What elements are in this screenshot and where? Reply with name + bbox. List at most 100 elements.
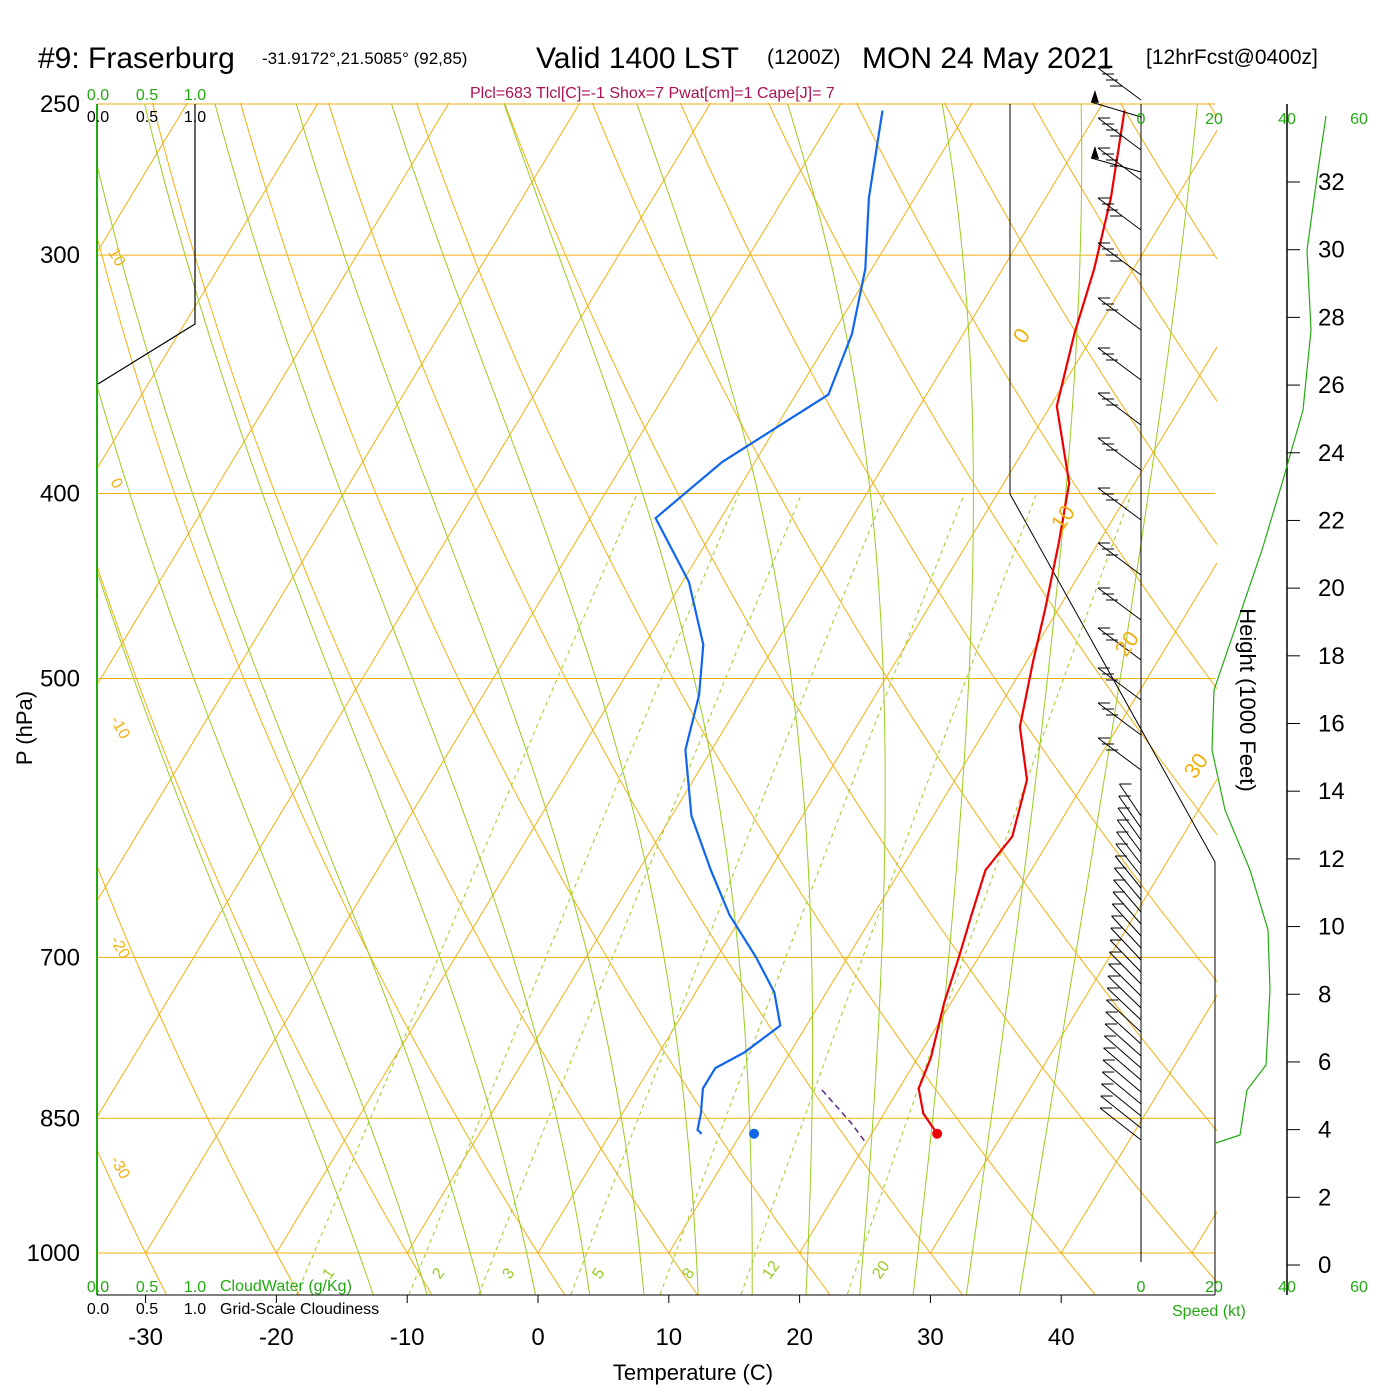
pressure-tick-label: 850 — [40, 1105, 80, 1132]
wind-barb — [1116, 819, 1142, 853]
pressure-tick-label: 400 — [40, 481, 80, 508]
cloudiness-line — [97, 104, 196, 385]
moist-adiabat-line — [787, 103, 886, 1295]
wind-barb — [1097, 487, 1142, 521]
isotherm-line — [0, 0, 385, 1253]
temperature-tick-label: 10 — [655, 1324, 682, 1351]
isotherm-line — [799, 562, 1217, 1254]
isotherm-line — [97, 103, 319, 470]
height-tick-label: 14 — [1318, 778, 1345, 805]
wind-barb — [1097, 702, 1142, 736]
wind-barb — [1106, 999, 1142, 1033]
wind-barb — [1107, 975, 1142, 1009]
wind-barb — [1101, 1083, 1142, 1117]
isotherm-label: 0 — [1008, 323, 1036, 347]
wind-barb — [1111, 903, 1142, 937]
height-tick-label: 8 — [1318, 981, 1331, 1008]
wind-barb — [1100, 1095, 1142, 1129]
dry-adiabat-line — [679, 103, 1217, 983]
cloudiness-tick-top: 0.5 — [136, 109, 158, 126]
wind-barb — [1116, 831, 1142, 865]
speed-tick-label-bottom: 60 — [1350, 1279, 1368, 1296]
wind-barb — [1097, 297, 1142, 331]
temperature-tick-label: -20 — [259, 1324, 294, 1351]
isotherm-label: 30 — [1179, 748, 1214, 782]
dry-adiabat-line — [239, 103, 831, 1295]
speed-tick-label-top: 40 — [1278, 111, 1296, 128]
pressure-tick-label: 500 — [40, 666, 80, 693]
temperature-profile-line — [917, 110, 1126, 1135]
cloudiness-tick-bottom: 0.0 — [87, 1301, 109, 1318]
isotherm-line — [0, 0, 515, 1253]
y-axis-label: P (hPa) — [12, 691, 37, 765]
moist-adiabat-line — [912, 103, 974, 1295]
wind-barb — [1097, 117, 1142, 151]
speed-tick-label-top: 0 — [1137, 111, 1146, 128]
pressure-tick-label: 300 — [40, 242, 80, 269]
mixing-ratio-line — [570, 493, 885, 1295]
dry-adiabat-line — [151, 103, 699, 1295]
cloudwater-tick-top: 1.0 — [184, 87, 206, 104]
wind-barb — [1090, 101, 1142, 118]
wind-barb-pennant — [1091, 146, 1099, 159]
dry-adiabat-line — [97, 564, 433, 1295]
dry-adiabat-line — [1207, 103, 1217, 118]
mixing-ratio-label: 3 — [499, 1265, 518, 1282]
isotherm-label: 20 — [1110, 626, 1145, 660]
wind-barb — [1115, 843, 1142, 877]
wind-barb — [1097, 667, 1142, 701]
mixing-ratio-line — [295, 493, 638, 1295]
moist-adiabat-line — [1018, 103, 1198, 1295]
dry-adiabat-line — [503, 103, 1217, 1283]
temperature-tick-label: 0 — [531, 1324, 544, 1351]
plot-boundary — [1009, 104, 1216, 1295]
isotherm-line — [1191, 1210, 1217, 1254]
wind-barb — [1097, 147, 1142, 181]
height-tick-label: 22 — [1318, 507, 1345, 534]
sounding-params: Plcl=683 Tlcl[C]=-1 Shox=7 Pwat[cm]=1 Ca… — [470, 85, 835, 102]
temperature-tick-label: 20 — [786, 1324, 813, 1351]
moist-adiabat-line — [97, 569, 374, 1295]
thermo-grid — [0, 0, 1217, 1295]
dewpoint-surface-marker — [749, 1128, 760, 1139]
cloudwater-tick-bottom: 0.5 — [136, 1279, 158, 1296]
isotherm-line — [97, 103, 712, 1119]
pressure-tick-label: 1000 — [27, 1240, 80, 1267]
wind-barb — [1119, 783, 1142, 817]
valid-time: Valid 1400 LST — [536, 42, 739, 75]
cloudwater-tick-bottom: 0.0 — [87, 1279, 109, 1296]
height-tick-label: 18 — [1318, 643, 1345, 670]
isotherm-label: -30 — [107, 1154, 133, 1183]
wind-barb — [1108, 963, 1142, 997]
height-tick-label: 20 — [1318, 575, 1345, 602]
speed-axis-label: Speed (kt) — [1172, 1303, 1246, 1320]
wind-barbs — [1090, 67, 1327, 1144]
x-axis-label: Temperature (C) — [613, 1360, 773, 1385]
height-tick-label: 4 — [1318, 1117, 1331, 1144]
isotherm-line — [668, 345, 1217, 1254]
wind-barb — [1102, 1059, 1142, 1093]
temperature-tick-label: 40 — [1048, 1324, 1075, 1351]
parcel-path — [821, 1089, 867, 1144]
cloudwater-tick-top: 0.0 — [87, 87, 109, 104]
height-axis-label: Height (1000 Feet) — [1235, 608, 1260, 791]
dry-adiabat-line — [97, 864, 300, 1295]
height-tick-label: 0 — [1318, 1252, 1331, 1279]
wind-barb — [1117, 807, 1142, 841]
pressure-tick-label: 250 — [40, 91, 80, 118]
height-tick-label: 26 — [1318, 372, 1345, 399]
isotherm-line — [406, 103, 1104, 1254]
isotherm-line — [0, 0, 123, 1253]
speed-tick-label-bottom: 0 — [1137, 1279, 1146, 1296]
moist-adiabat-line — [636, 103, 814, 1295]
dry-adiabat-line — [767, 103, 1217, 836]
wind-barb — [1097, 627, 1142, 661]
isotherm-line — [97, 103, 581, 902]
dry-adiabat-line — [943, 103, 1217, 546]
height-tick-label: 32 — [1318, 169, 1345, 196]
wind-speed-line — [1211, 115, 1327, 1144]
moist-adiabat-line — [144, 103, 536, 1295]
dry-adiabat-line — [327, 103, 964, 1295]
cloudwater-tick-top: 0.5 — [136, 87, 158, 104]
